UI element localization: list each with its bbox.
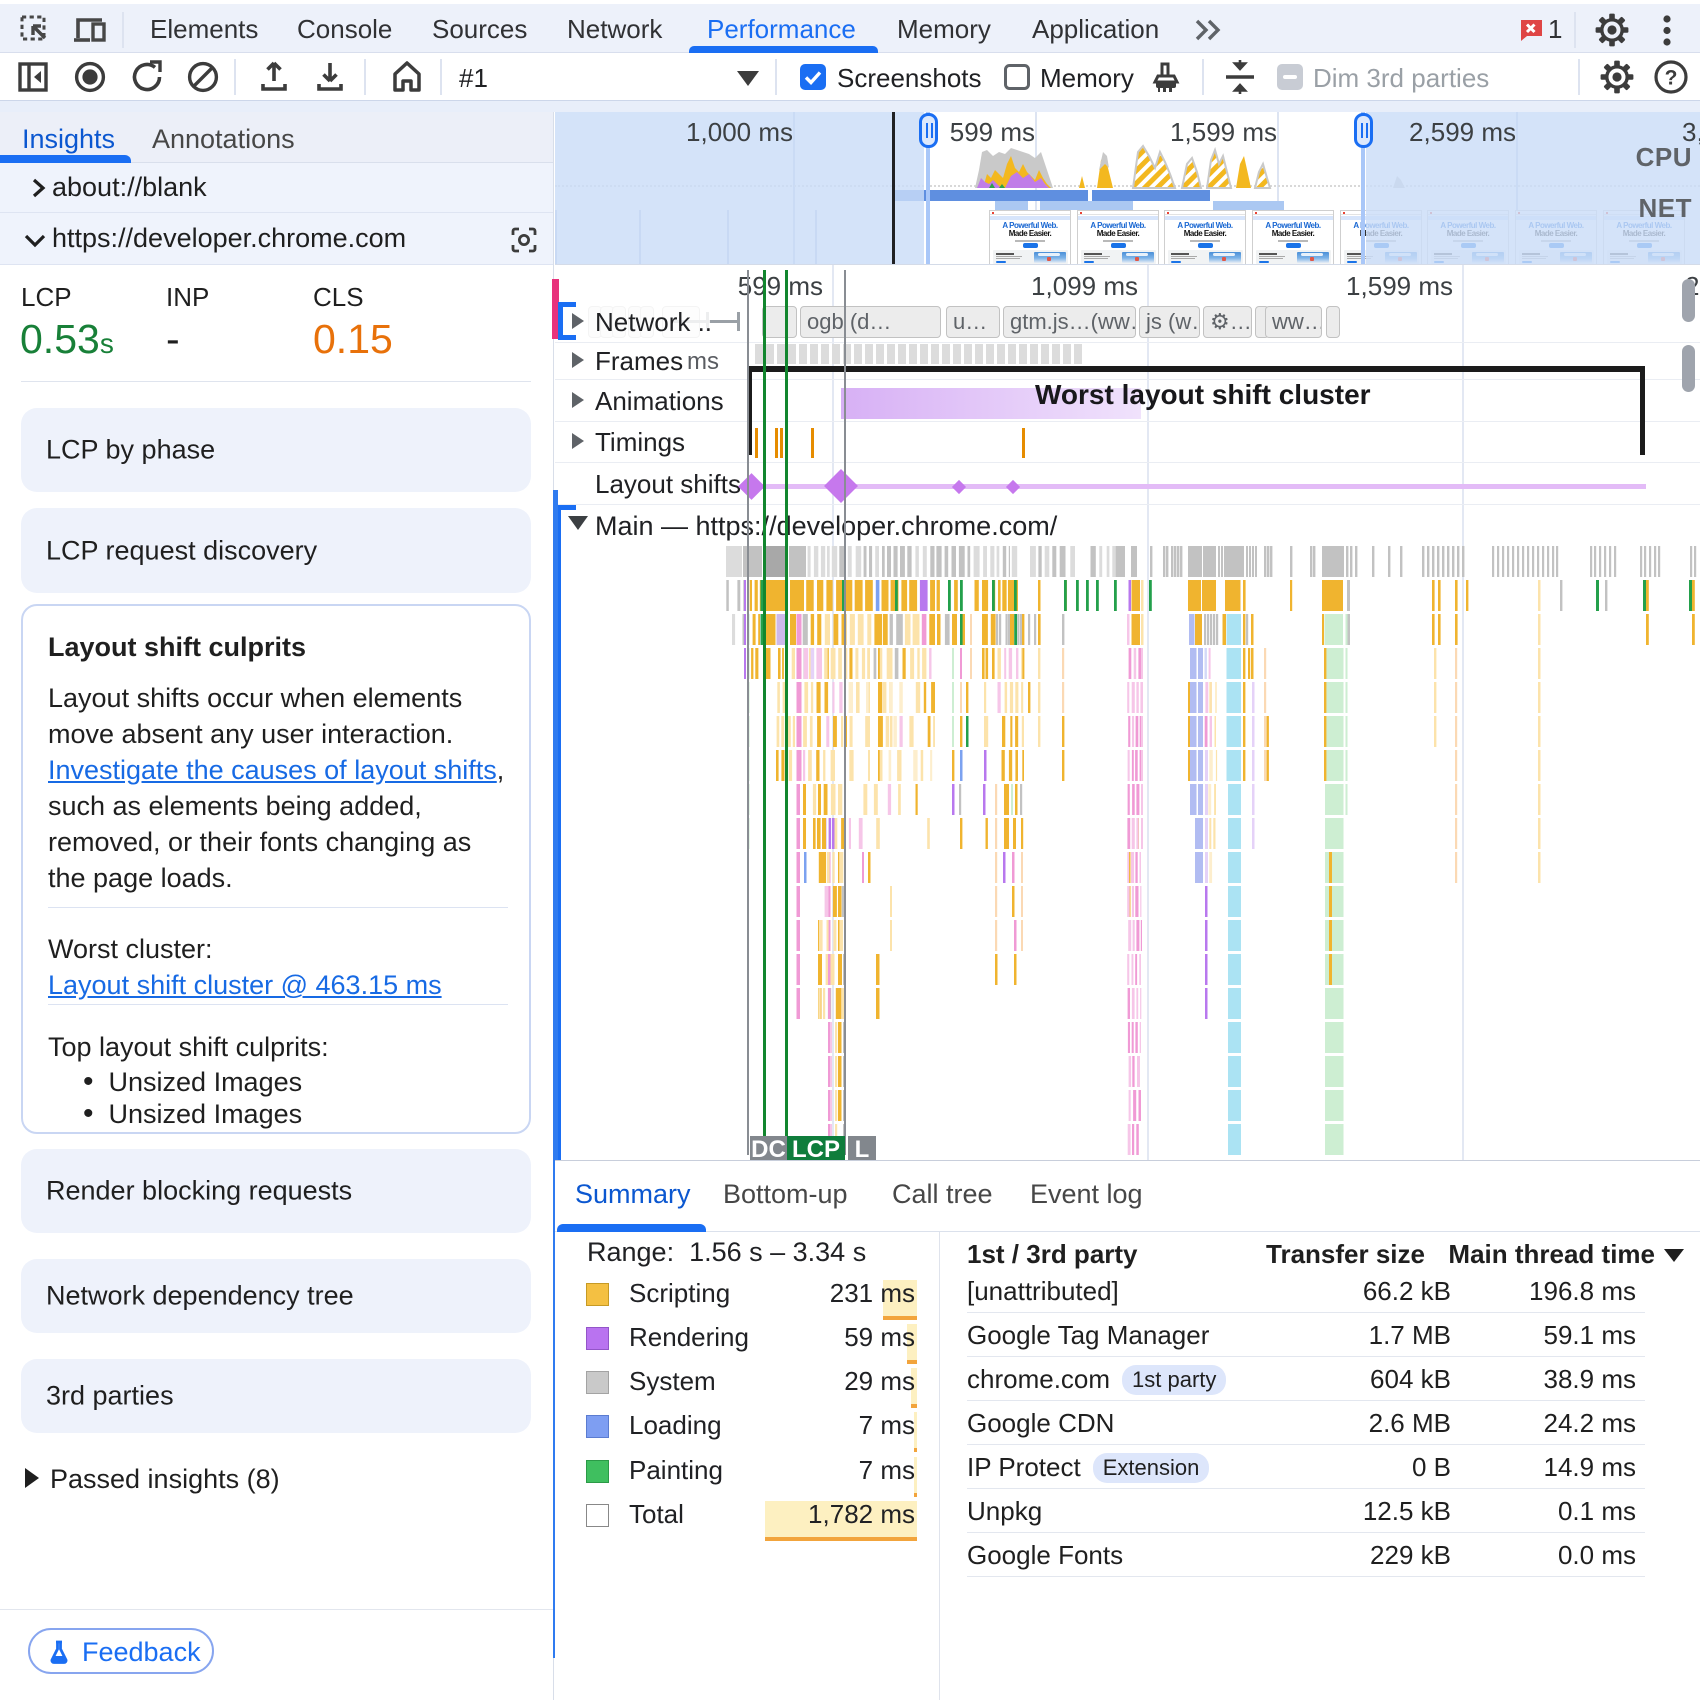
svg-text:?: ?	[1665, 67, 1678, 90]
